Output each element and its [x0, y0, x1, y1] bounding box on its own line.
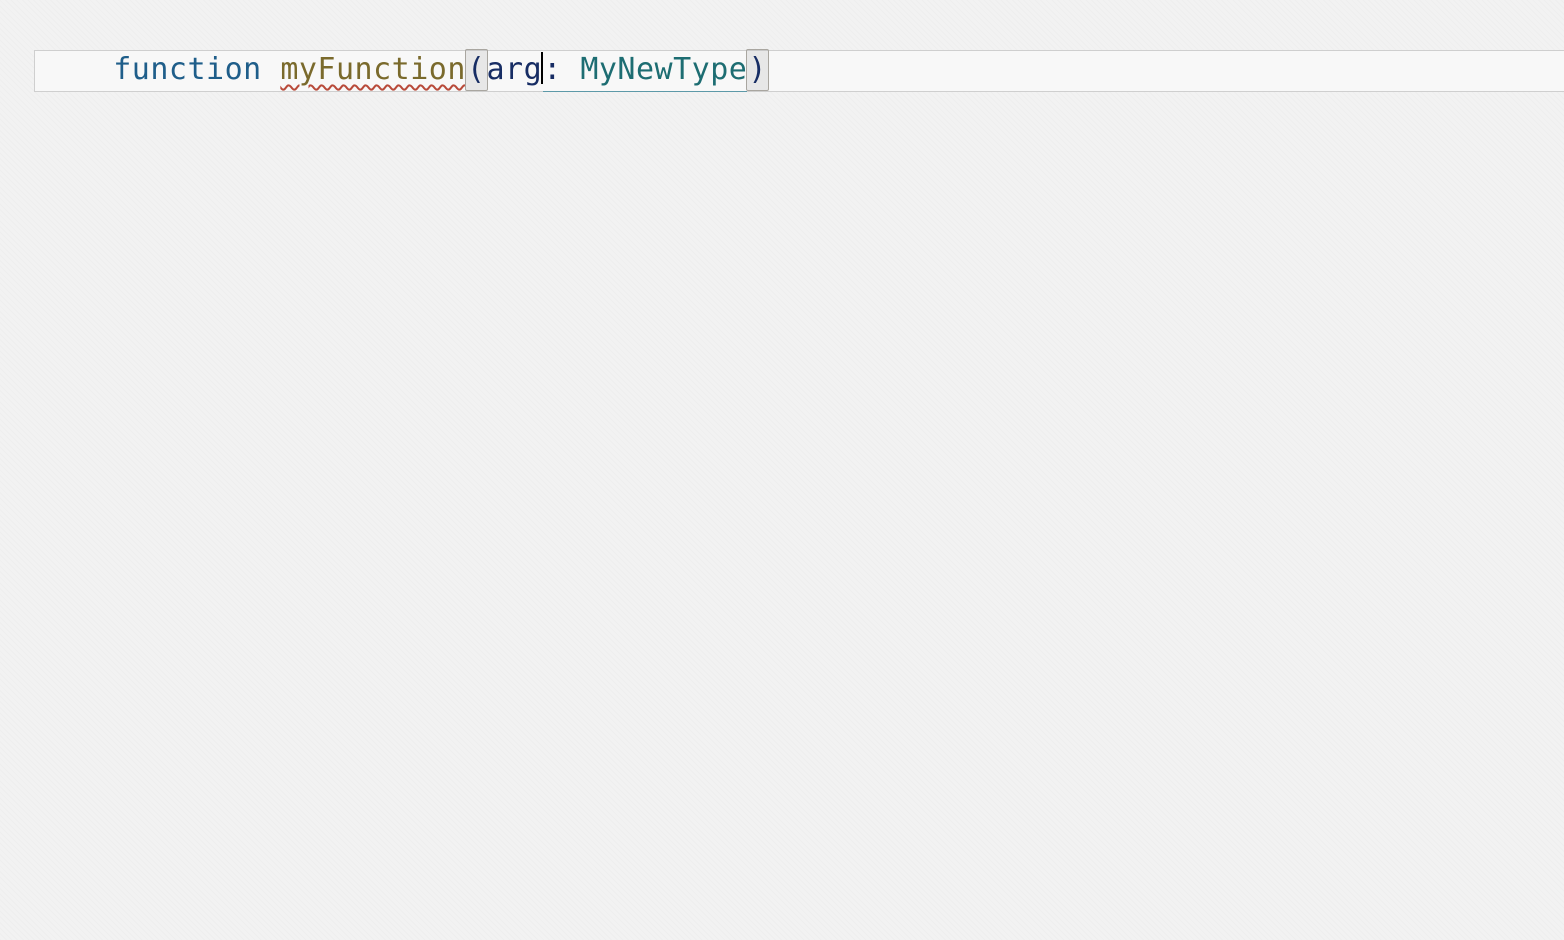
colon: : [543, 50, 562, 92]
code-line[interactable]: function myFunction(arg: MyNewType) [39, 10, 768, 132]
close-paren: ) [747, 50, 768, 90]
function-name[interactable]: myFunction [280, 50, 466, 90]
space [562, 50, 581, 92]
code-editor[interactable]: function myFunction(arg: MyNewType) [34, 50, 1564, 92]
param-name[interactable]: arg [487, 50, 543, 90]
keyword-function: function [113, 50, 262, 90]
type-name-link[interactable]: MyNewType [580, 50, 747, 92]
open-paren: ( [466, 50, 487, 90]
space [262, 50, 281, 90]
